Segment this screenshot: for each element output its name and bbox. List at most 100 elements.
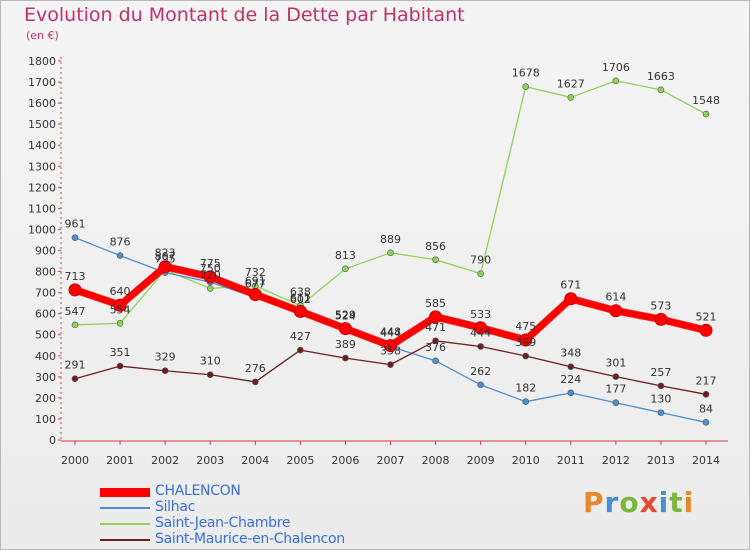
legend-label: Saint-Jean-Chambre	[155, 515, 291, 531]
data-point	[342, 265, 349, 273]
y-tick-label: 700	[35, 287, 56, 300]
series-chalencon	[68, 260, 713, 353]
data-label: 856	[425, 240, 446, 253]
data-label: 750	[200, 262, 221, 275]
data-label: 521	[696, 310, 717, 323]
y-unit-label: (en €)	[26, 29, 59, 42]
data-label: 84	[699, 402, 713, 415]
data-label: 262	[470, 365, 491, 378]
data-label: 691	[245, 275, 266, 288]
data-point	[657, 86, 665, 94]
data-point	[206, 371, 214, 379]
data-point	[342, 354, 349, 362]
data-point	[564, 292, 578, 306]
legend-swatch	[100, 523, 150, 525]
x-tick-label: 2007	[377, 454, 405, 467]
data-label: 677	[245, 277, 266, 290]
data-point	[702, 391, 710, 398]
data-point	[519, 333, 533, 347]
y-tick-label: 200	[35, 392, 56, 405]
y-tick-label: 500	[35, 329, 56, 342]
data-label: 1548	[692, 94, 720, 107]
x-tick-label: 2002	[151, 454, 179, 467]
data-point	[612, 399, 620, 407]
y-tick-label: 1000	[28, 223, 56, 236]
data-label: 310	[200, 355, 221, 368]
data-label: 807	[155, 250, 176, 263]
data-point	[654, 312, 668, 326]
data-point	[161, 367, 169, 375]
data-point	[432, 337, 439, 345]
data-point	[522, 352, 530, 360]
data-label: 813	[335, 249, 356, 262]
y-tick-label: 800	[35, 266, 56, 279]
data-point	[657, 382, 665, 390]
data-label: 301	[605, 357, 626, 370]
data-point	[71, 375, 79, 383]
proxiti-logo: Proxiti	[583, 486, 695, 519]
y-tick-label: 600	[35, 308, 56, 321]
data-label: 475	[515, 320, 536, 333]
data-label: 1706	[602, 61, 630, 74]
data-point	[702, 419, 710, 426]
data-label: 399	[515, 336, 536, 349]
data-point	[657, 409, 665, 416]
data-label: 547	[65, 305, 86, 318]
data-point	[612, 77, 620, 85]
data-point	[474, 321, 488, 335]
data-label: 795	[155, 253, 176, 266]
legend-swatch	[100, 539, 150, 541]
data-label: 444	[380, 327, 401, 340]
y-tick-label: 1100	[28, 202, 56, 215]
y-tick-label: 1400	[28, 139, 56, 152]
data-point	[206, 285, 214, 292]
data-point	[113, 298, 127, 312]
data-label: 671	[560, 279, 581, 292]
data-label: 713	[65, 270, 86, 283]
data-point	[116, 362, 124, 370]
data-point	[522, 398, 530, 405]
data-label: 389	[335, 338, 356, 351]
y-tick-label: 900	[35, 245, 56, 258]
legend-label: Saint-Maurice-en-Chalencon	[155, 531, 345, 547]
data-label: 351	[110, 346, 131, 359]
legend-swatch	[100, 487, 150, 497]
data-point	[477, 381, 484, 389]
data-label: 276	[245, 362, 266, 375]
data-point	[477, 270, 484, 277]
y-tick-label: 1200	[28, 181, 56, 194]
data-label: 444	[470, 327, 491, 340]
data-label: 775	[200, 257, 221, 270]
data-label: 614	[605, 291, 626, 304]
x-tick-label: 2009	[467, 454, 495, 467]
data-label: 732	[245, 266, 266, 279]
data-point	[387, 249, 394, 257]
x-tick-label: 2011	[557, 454, 585, 467]
x-tick-label: 2004	[241, 454, 269, 467]
x-tick-label: 2006	[331, 454, 359, 467]
data-point	[432, 357, 439, 365]
data-point	[429, 310, 443, 324]
chart-title: Evolution du Montant de la Dette par Hab…	[24, 4, 465, 26]
data-point	[297, 346, 304, 354]
series-line	[74, 80, 707, 326]
data-point	[116, 320, 124, 327]
legend-label: Silhac	[155, 499, 196, 515]
data-label: 217	[696, 374, 717, 387]
x-tick-label: 2010	[512, 454, 540, 467]
y-tick-label: 1600	[28, 97, 56, 110]
series-saint-maurice-en-chalencon	[71, 337, 710, 398]
data-point	[612, 373, 620, 380]
data-label: 533	[470, 308, 491, 321]
data-label: 448	[380, 326, 401, 339]
data-label: 427	[290, 330, 311, 343]
series-layer	[68, 77, 713, 426]
data-point	[522, 83, 530, 90]
x-tick-label: 2000	[61, 454, 89, 467]
y-tick-label: 100	[35, 413, 56, 426]
data-label: 961	[65, 218, 86, 231]
data-label: 823	[155, 247, 176, 260]
x-tick-label: 2005	[286, 454, 314, 467]
data-point	[567, 363, 575, 371]
axes: 0 100 200 300 400 500 600 700 800 900 1000 1100 1200…	[28, 55, 728, 467]
